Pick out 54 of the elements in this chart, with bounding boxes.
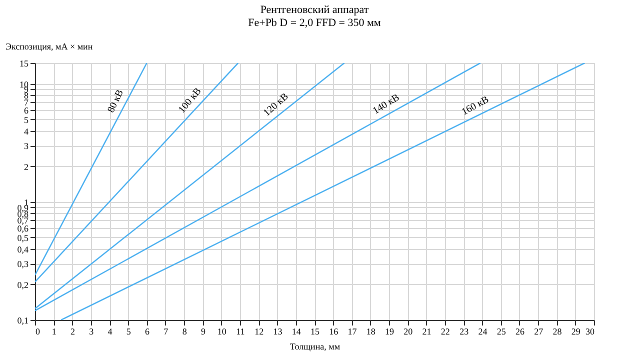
x-tick-label: 7	[164, 326, 169, 336]
y-tick-label: 0,5	[17, 232, 29, 243]
x-tick-label: 23	[460, 326, 470, 336]
text: 160 кВ	[460, 94, 492, 118]
y-tick-label: 0,2	[17, 280, 28, 290]
text: 100 кВ	[176, 86, 204, 116]
x-tick-label: 5	[126, 326, 132, 336]
y-tick-label: 2	[24, 162, 28, 172]
text: 120 кВ	[262, 91, 291, 119]
x-tick-label: 3	[89, 326, 94, 336]
x-tick-label: 26	[515, 326, 525, 336]
x-tick-label: 16	[329, 326, 339, 336]
y-tick-label: 7	[24, 98, 29, 108]
x-tick-label: 29	[571, 326, 581, 336]
text: 80 кВ	[106, 88, 126, 115]
x-tick-label: 4	[108, 326, 113, 336]
x-tick-label: 24	[478, 326, 488, 336]
y-tick-label: 10	[20, 79, 29, 90]
x-tick-label: 1	[52, 326, 56, 336]
y-tick-label: 0,6	[17, 224, 29, 234]
chart-title: Рентгеновский аппарат	[260, 4, 369, 16]
x-tick-label: 22	[440, 326, 450, 336]
x-tick-label: 25	[496, 326, 506, 336]
y-tick-label: 15	[20, 58, 29, 68]
x-tick-label: 28	[552, 326, 562, 336]
y-axis-title: Экспозиция, мА × мин	[6, 42, 93, 52]
x-tick-label: 15	[310, 326, 320, 336]
x-tick-label: 10	[217, 326, 227, 336]
y-tick-label: 3	[24, 141, 29, 152]
y-tick-label: 4	[24, 126, 29, 136]
x-tick-label: 20	[404, 326, 414, 336]
x-axis-title: Толщина, мм	[290, 342, 340, 352]
x-tick-label: 30	[586, 326, 595, 336]
x-tick-label: 12	[254, 326, 264, 336]
x-tick-label: 17	[348, 326, 358, 336]
x-tick-label: 13	[273, 326, 283, 336]
x-tick-label: 11	[236, 326, 245, 336]
x-tick-label: 21	[422, 326, 432, 336]
y-tick-label: 0,4	[17, 244, 29, 254]
text: 140 кВ	[371, 92, 402, 117]
x-tick-label: 0	[36, 326, 40, 336]
x-tick-label: 14	[292, 326, 302, 336]
x-tick-label: 18	[366, 326, 376, 336]
y-tick-label: 6	[24, 105, 29, 116]
x-tick-label: 2	[70, 326, 76, 336]
y-tick-label: 0,1	[17, 316, 28, 326]
x-tick-label: 19	[385, 326, 395, 336]
y-tick-label: 0,3	[17, 259, 29, 270]
x-tick-label: 8	[182, 326, 188, 336]
x-tick-label: 9	[200, 326, 206, 336]
chart-subtitle: Fe+Pb D = 2,0 FFD = 350 мм	[248, 17, 381, 29]
y-tick-label: 5	[24, 114, 29, 125]
x-tick-label: 27	[534, 326, 544, 336]
x-tick-label: 6	[145, 326, 150, 336]
